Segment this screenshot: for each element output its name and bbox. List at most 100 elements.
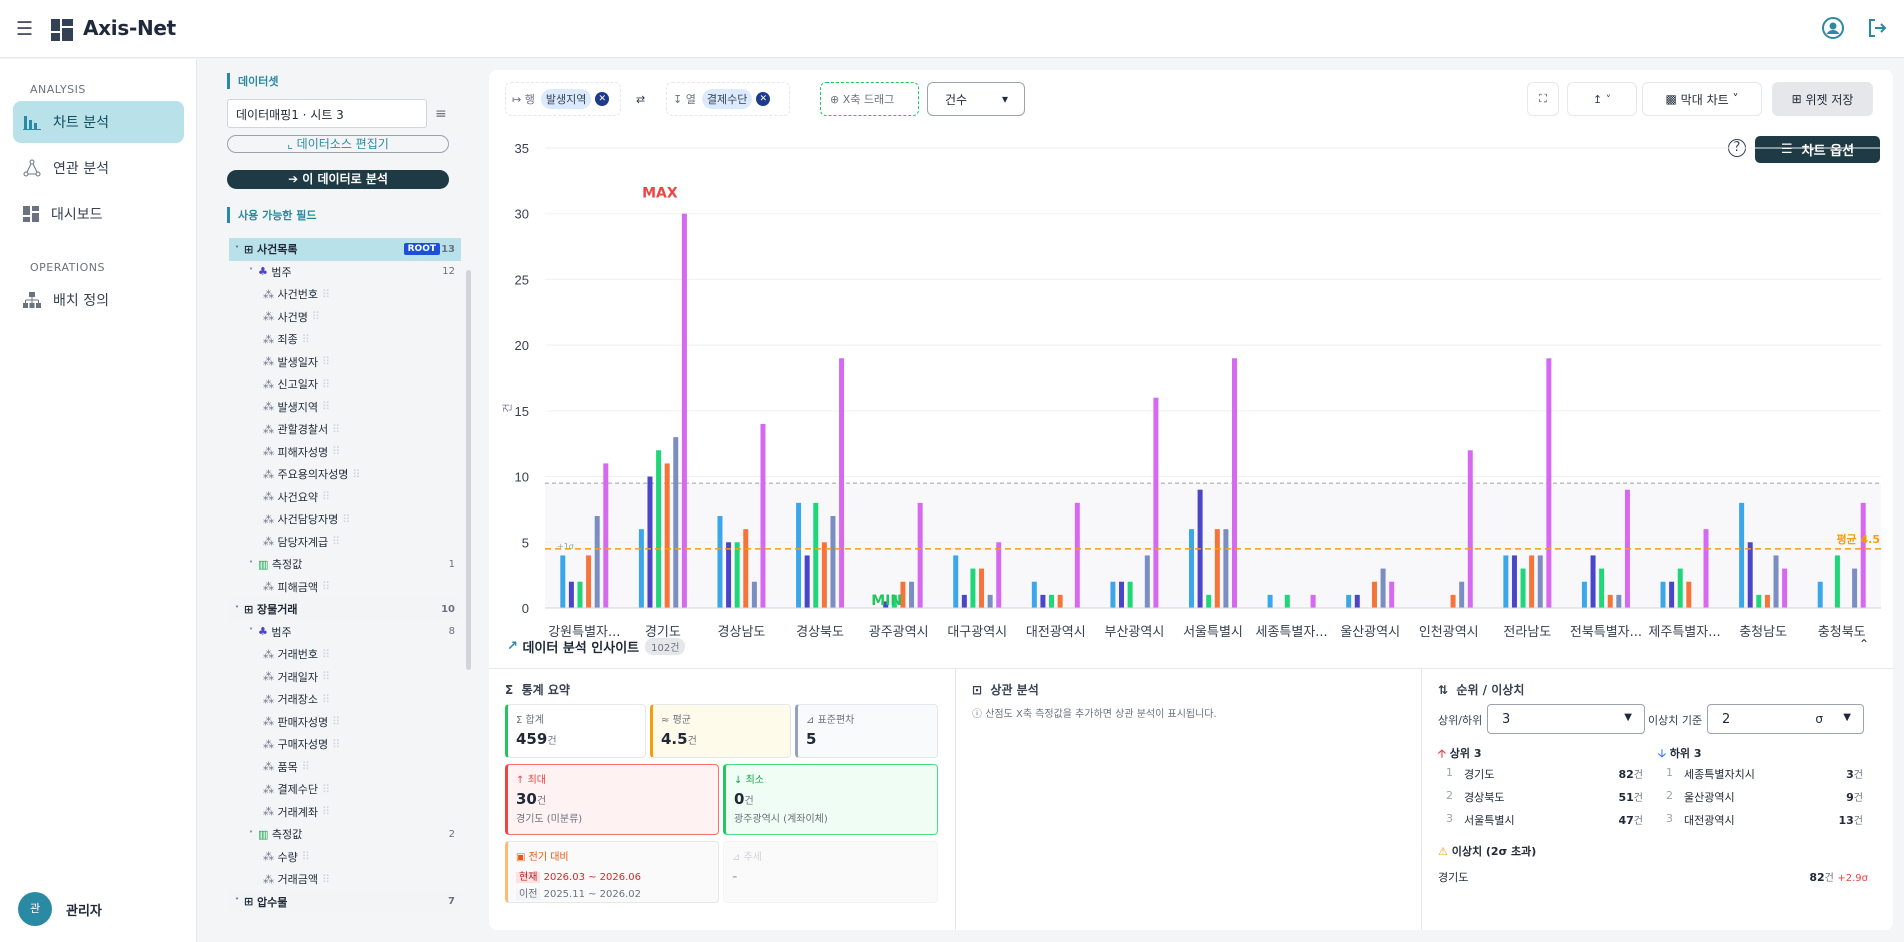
top-bar: ☰ Axis-Net — [0, 0, 1904, 58]
tree-label: 발생일자 — [277, 355, 318, 369]
nav-batch[interactable]: 배치 정의 — [13, 279, 184, 321]
correlation: ⊡ 상관 분석 ⓘ 산점도 X축 측정값을 추가하면 상관 분석이 표시됩니다. — [955, 668, 1421, 930]
sidebar: ANALYSIS 차트 분석 연관 분석 대시보드 OPERATIONS 배치 … — [0, 59, 197, 942]
user-icon[interactable] — [1822, 17, 1844, 39]
bar — [1834, 555, 1840, 608]
tree-row[interactable]: ⁂ 결제수단 ⠿ — [263, 782, 331, 797]
collapse-icon[interactable]: ⌃ — [1859, 637, 1870, 651]
tree-label: 사건번호 — [277, 288, 318, 302]
tree-label: 신고일자 — [277, 378, 318, 392]
rank-select[interactable]: 3 ▼ — [1487, 704, 1645, 734]
edit-button-label: 데이터소스 편집기 — [296, 137, 389, 151]
tree-row[interactable]: ⁂ 거래번호 ⠿ — [263, 647, 331, 662]
tree-row[interactable]: ⁂ 거래장소 ⠿ — [263, 692, 331, 707]
user-profile[interactable]: 관 관리자 — [18, 892, 102, 926]
analyze-button[interactable]: ➔ 이 데이터로 분석 — [227, 170, 449, 189]
tree-row[interactable]: ⁂ 발생일자 ⠿ — [263, 355, 331, 369]
tree-count: 7 — [448, 896, 455, 908]
tree-row[interactable]: ⁂ 사건담당자명 ⠿ — [263, 512, 351, 527]
nav-chart-analysis[interactable]: 차트 분석 — [13, 101, 184, 143]
tree-row[interactable]: ⁂ 발생지역 ⠿ — [263, 400, 331, 414]
nav-label: 차트 분석 — [53, 115, 109, 131]
bar — [996, 542, 1002, 608]
row-icon: ↦ — [512, 92, 522, 106]
swap-icon[interactable]: ⇄ — [636, 92, 646, 106]
insights-header[interactable]: ↗ 데이터 분석 인사이트 102건 — [507, 637, 686, 656]
fullscreen-icon[interactable]: ⛶ — [1527, 82, 1559, 116]
measure-select[interactable]: 건수 ▾ — [927, 82, 1025, 116]
list-icon[interactable]: ≡ — [435, 106, 447, 122]
tree-row[interactable]: ˅ ▥ 측정값 2 — [249, 827, 455, 842]
tree-row[interactable]: ˅ ⊞ 장물거래 10 — [229, 598, 461, 621]
tree-label: 거래장소 — [277, 693, 318, 707]
tree-label: 측정값 — [271, 558, 303, 572]
x-axis-drop[interactable]: ⊕ X축 드래그 — [820, 82, 919, 116]
sigma-label: +1σ — [557, 542, 574, 551]
tree-row[interactable]: ⁂ 거래금액 ⠿ — [263, 872, 331, 887]
y-axis-label: 건 — [502, 403, 514, 412]
logout-icon[interactable] — [1866, 17, 1888, 39]
save-widget-button[interactable]: ⊞ 위젯 저장 — [1772, 82, 1873, 116]
logo-icon — [51, 19, 73, 41]
bar — [1764, 594, 1770, 608]
tree-row[interactable]: ⁂ 사건요약 ⠿ — [263, 490, 331, 504]
tree-label: 구매자성명 — [277, 738, 329, 752]
bar — [681, 213, 687, 608]
tree-row[interactable]: ⁂ 사건명 ⠿ — [263, 310, 320, 324]
tree-row[interactable]: ⁂ 판매자성명 ⠿ — [263, 715, 341, 729]
save-icon: ⊞ — [1791, 92, 1802, 106]
chart-type-label: 막대 차트 — [1680, 92, 1729, 107]
tree-row[interactable]: ˅ ⊞ 압수물 7 — [229, 890, 461, 913]
tree-row[interactable]: ⁂ 구매자성명 ⠿ — [263, 737, 341, 752]
datasource-editor-button[interactable]: ⌞ 데이터소스 편집기 — [227, 135, 449, 153]
tree-row[interactable]: ⁂ 주요용의자성명 ⠿ — [263, 467, 361, 482]
col-pill[interactable]: 결제수단 — [701, 89, 753, 109]
tree-row[interactable]: ˅ ♣ 범주 12 — [249, 265, 455, 279]
tree-label: 담당자계급 — [277, 535, 329, 549]
tree-row[interactable]: ⁂ 담당자계급 ⠿ — [263, 535, 341, 549]
bar — [1074, 502, 1080, 608]
outlier-select[interactable]: 2 σ ▼ — [1707, 704, 1864, 734]
tree-row[interactable]: ⁂ 신고일자 ⠿ — [263, 377, 331, 392]
bar — [1450, 594, 1456, 608]
nav-association[interactable]: 연관 분석 — [13, 147, 184, 189]
x-tick-label: 서울특별시 — [1183, 625, 1243, 640]
scrollbar[interactable] — [466, 270, 471, 670]
network-icon — [23, 159, 41, 177]
bar — [1773, 555, 1779, 608]
tree-row[interactable]: ˅ ⊞ 사건목록 ROOT 13 — [229, 238, 461, 261]
row-pill[interactable]: 발생지역 — [540, 89, 592, 109]
tree-label: 결제수단 — [277, 783, 318, 797]
tree-row[interactable]: ⁂ 품목 ⠿ — [263, 760, 310, 774]
tree-row[interactable]: ⁂ 죄종 ⠿ — [263, 332, 310, 347]
tree-row[interactable]: ⁂ 거래일자 ⠿ — [263, 670, 331, 684]
nav-dashboard[interactable]: 대시보드 — [13, 193, 184, 235]
tree-row[interactable]: ⁂ 수량 ⠿ — [263, 850, 310, 864]
x-tick-label: 세종특별자... — [1255, 625, 1327, 640]
tree-row[interactable]: ⁂ 관할경찰서 ⠿ — [263, 422, 341, 437]
row-shelf[interactable]: ↦ 행 발생지역 ✕ — [505, 82, 621, 116]
tree-row[interactable]: ˅ ▥ 측정값 1 — [249, 557, 455, 572]
tree-row[interactable]: ˅ ♣ 범주 8 — [249, 625, 455, 639]
tree-row[interactable]: ⁂ 피해금액 ⠿ — [263, 580, 331, 594]
tree-row[interactable]: ⁂ 사건번호 ⠿ — [263, 287, 331, 302]
dataset-select[interactable]: 데이터매핑1 · 시트 3 — [227, 99, 427, 128]
tree-count: 10 — [441, 603, 455, 615]
bar — [1852, 568, 1858, 608]
chart-options-button[interactable]: ☰ 차트 옵션 — [1755, 136, 1880, 163]
tree-label: 주요용의자성명 — [277, 468, 349, 482]
bar — [1459, 581, 1465, 608]
export-button[interactable]: ↥ ˅ — [1567, 82, 1637, 116]
bar — [1119, 581, 1125, 608]
bar — [1049, 594, 1055, 608]
chart-type-select[interactable]: ▩ 막대 차트 ˅ — [1642, 82, 1762, 116]
tree-label: 범주 — [271, 265, 292, 279]
rank-title: ⇅ 순위 / 이상치 — [1438, 683, 1525, 697]
tree-row[interactable]: ⁂ 피해자성명 ⠿ — [263, 445, 341, 459]
tree-row[interactable]: ⁂ 거래계좌 ⠿ — [263, 805, 331, 819]
rank-row: 2 울산광역시 9건 — [1666, 789, 1863, 804]
col-shelf[interactable]: ↧ 열 결제수단 ✕ — [666, 82, 790, 116]
remove-col-icon[interactable]: ✕ — [756, 92, 771, 106]
menu-icon[interactable]: ☰ — [16, 18, 34, 40]
remove-row-icon[interactable]: ✕ — [595, 92, 610, 106]
